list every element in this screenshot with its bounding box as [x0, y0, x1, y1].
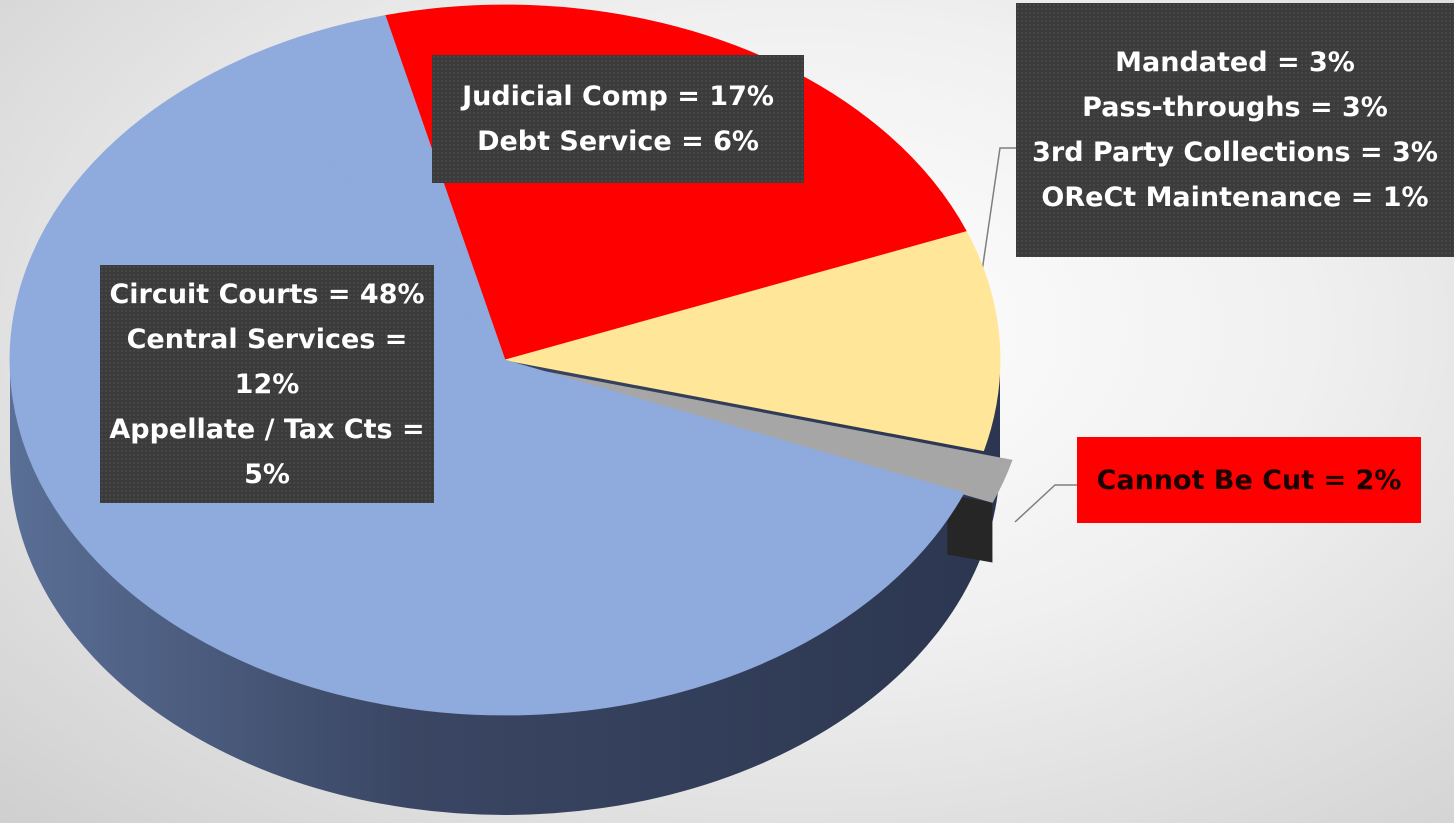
- slice-side: [947, 494, 993, 563]
- pie-slice: [504, 359, 992, 452]
- slice-label: Pass-throughs = 3%: [1082, 92, 1388, 123]
- slice-label-box: Cannot Be Cut = 2%: [1077, 437, 1421, 523]
- slice-label: Mandated = 3%: [1115, 47, 1355, 78]
- slice-label: OReCt Maintenance = 1%: [1041, 182, 1429, 213]
- leader-line: [979, 147, 1016, 286]
- slice-label: 3rd Party Collections = 3%: [1032, 137, 1438, 168]
- slice-label: Debt Service = 6%: [477, 126, 759, 157]
- slice-label: Cannot Be Cut = 2%: [1096, 464, 1402, 496]
- slice-label: Central Services = 12%: [126, 323, 408, 400]
- slice-label-box: Circuit Courts = 48% Central Services = 1…: [100, 265, 434, 503]
- slice-label: Judicial Comp = 17%: [462, 81, 774, 112]
- leader-line: [1014, 484, 1077, 523]
- pie-slice: [242, 15, 506, 361]
- slice-label: Appellate / Tax Cts = 5%: [109, 413, 425, 490]
- slice-label: Circuit Courts = 48%: [109, 278, 425, 310]
- pie-slice: [504, 118, 968, 361]
- slice-label-box: Judicial Comp = 17% Debt Service = 6%: [432, 55, 804, 183]
- slice-label-box: Mandated = 3% Pass-throughs = 3% 3rd Party…: [1016, 3, 1454, 257]
